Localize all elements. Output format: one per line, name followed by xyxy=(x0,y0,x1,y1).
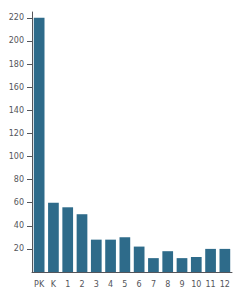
svg-text:12: 12 xyxy=(220,280,230,289)
svg-text:11: 11 xyxy=(205,280,215,289)
svg-text:40: 40 xyxy=(14,221,24,230)
svg-text:8: 8 xyxy=(165,280,170,289)
svg-text:20: 20 xyxy=(14,244,24,253)
svg-text:6: 6 xyxy=(137,280,142,289)
svg-text:160: 160 xyxy=(9,83,24,92)
svg-text:PK: PK xyxy=(34,280,45,289)
svg-text:80: 80 xyxy=(14,175,24,184)
svg-text:140: 140 xyxy=(9,106,24,115)
svg-text:2: 2 xyxy=(79,280,84,289)
svg-text:1: 1 xyxy=(65,280,70,289)
svg-text:220: 220 xyxy=(9,13,24,22)
svg-text:180: 180 xyxy=(9,60,24,69)
svg-text:7: 7 xyxy=(151,280,156,289)
svg-text:10: 10 xyxy=(191,280,201,289)
svg-text:200: 200 xyxy=(9,36,24,45)
svg-text:K: K xyxy=(51,280,57,289)
svg-text:5: 5 xyxy=(122,280,127,289)
svg-text:60: 60 xyxy=(14,198,24,207)
svg-text:4: 4 xyxy=(108,280,113,289)
svg-text:120: 120 xyxy=(9,129,24,138)
svg-text:9: 9 xyxy=(179,280,184,289)
svg-text:100: 100 xyxy=(9,152,24,161)
svg-text:3: 3 xyxy=(94,280,99,289)
